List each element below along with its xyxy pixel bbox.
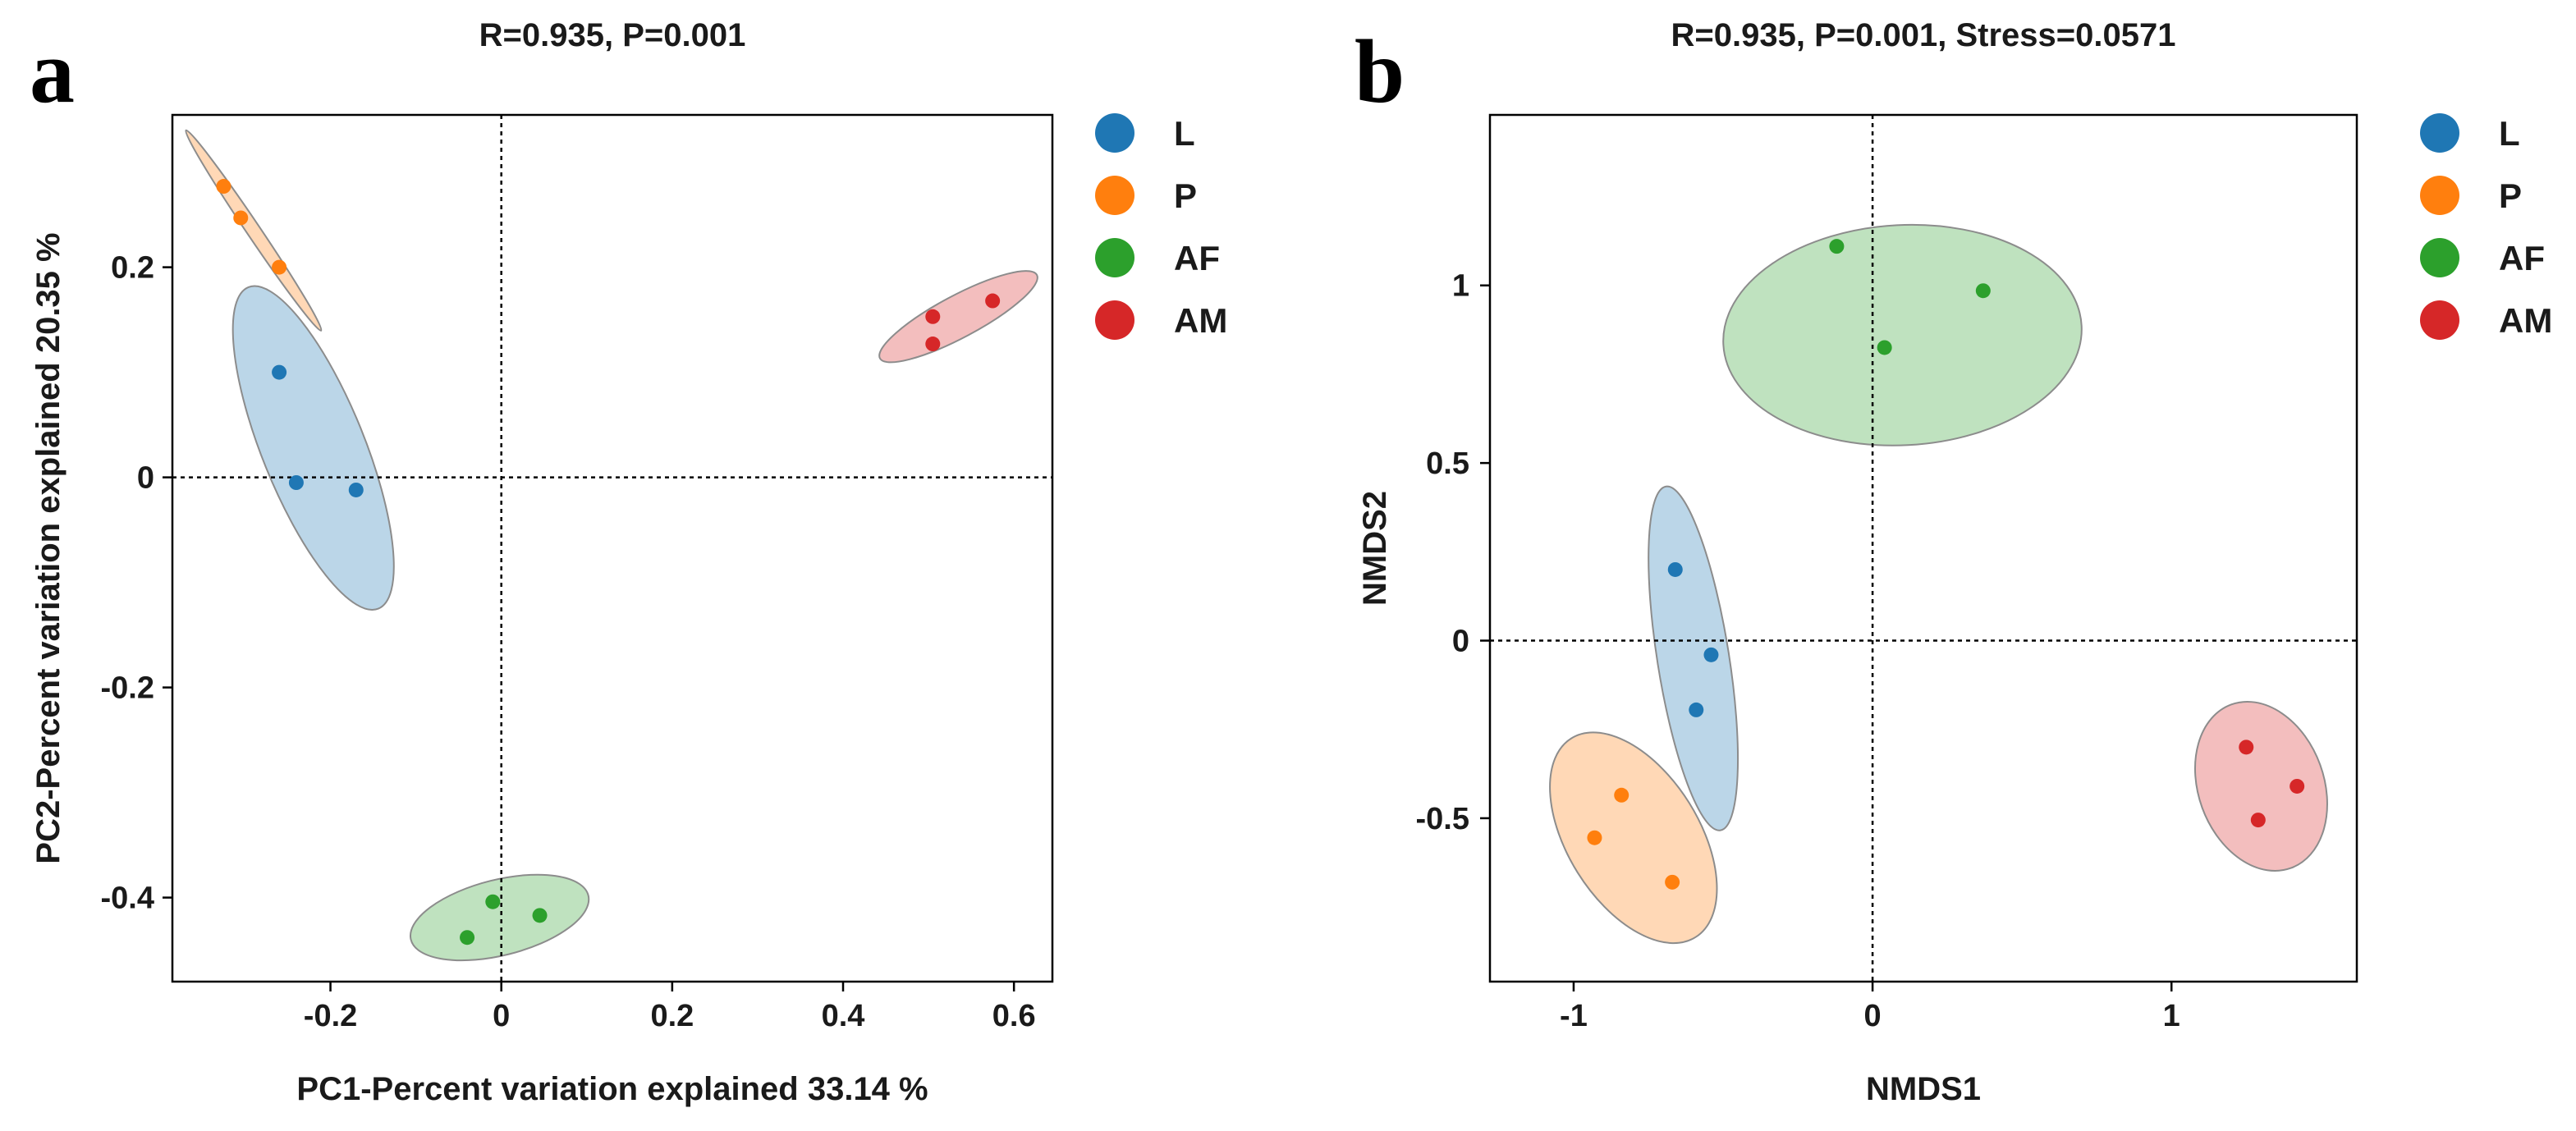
data-point-p	[1587, 830, 1602, 845]
legend-label-l: L	[2499, 114, 2520, 153]
legend-label-af: AF	[2499, 239, 2545, 277]
data-point-l	[272, 364, 287, 380]
legend-label-p: P	[1174, 176, 1197, 215]
y-axis-title: NMDS2	[1357, 491, 1393, 606]
x-tick-label: -0.2	[304, 999, 357, 1033]
confidence-ellipse-am	[2193, 700, 2328, 872]
x-tick-label: 0	[493, 999, 510, 1033]
data-point-am	[2250, 813, 2266, 828]
x-tick-label: 0	[1864, 999, 1882, 1033]
data-point-l	[1667, 561, 1683, 577]
legend-marker-af	[2420, 238, 2459, 277]
data-point-am	[2290, 778, 2305, 794]
y-axis-title: PC2-Percent variation explained 20.35 %	[30, 232, 66, 863]
legend-label-l: L	[1174, 114, 1195, 153]
data-point-af	[532, 908, 548, 923]
legend-marker-p	[1095, 176, 1134, 215]
legend-marker-p	[2420, 176, 2459, 215]
plot-title: R=0.935, P=0.001	[479, 17, 746, 53]
legend-label-p: P	[2499, 176, 2522, 215]
legend-marker-am	[1095, 300, 1134, 340]
data-point-af	[1975, 283, 1991, 299]
data-point-l	[288, 475, 304, 490]
data-point-af	[460, 930, 475, 946]
legend-marker-af	[1095, 238, 1134, 277]
plot-title: R=0.935, P=0.001, Stress=0.0571	[1671, 17, 2176, 53]
data-point-p	[233, 210, 249, 226]
data-point-am	[2239, 740, 2254, 755]
data-point-af	[1829, 239, 1845, 254]
y-tick-label: 0	[137, 461, 154, 496]
confidence-ellipse-l	[231, 285, 395, 611]
y-tick-label: -0.5	[1416, 802, 1469, 836]
data-point-l	[348, 482, 364, 497]
data-point-p	[1614, 787, 1629, 803]
confidence-ellipse-af	[409, 873, 590, 962]
panel-b-nmds-plot: b R=0.935, P=0.001, Stress=0.0571 -1 0 1 -0.5…	[1354, 17, 2552, 1107]
data-point-l	[1703, 647, 1719, 662]
data-point-l	[1689, 702, 1704, 717]
data-point-p	[216, 179, 231, 195]
x-tick-label: -1	[1560, 999, 1588, 1033]
data-point-af	[485, 894, 501, 909]
legend-marker-l	[2420, 113, 2459, 153]
data-point-am	[925, 309, 941, 324]
legend-label-am: AM	[2499, 301, 2552, 340]
panel-label: a	[30, 21, 75, 121]
y-tick-label: -0.2	[101, 671, 154, 706]
plot-frame	[171, 113, 1054, 983]
y-tick-label: -0.4	[101, 881, 154, 916]
data-point-am	[985, 293, 1001, 309]
data-point-p	[272, 259, 287, 275]
x-tick-label: 1	[2163, 999, 2180, 1033]
x-axis-title: PC1-Percent variation explained 33.14 %	[296, 1071, 928, 1107]
confidence-ellipse-p	[1549, 731, 1718, 945]
x-tick-label: 0.6	[992, 999, 1036, 1033]
y-tick-label: 0.2	[111, 251, 154, 286]
y-tick-label: 0.5	[1426, 446, 1469, 481]
data-point-am	[925, 337, 941, 352]
legend-label-am: AM	[1174, 301, 1227, 340]
y-tick-label: 1	[1452, 269, 1469, 304]
panel-a-pcoa-plot: a R=0.935, P=0.001 -0.2 0 0.2 0.4 0.6 -0.4 -0.2 0…	[30, 17, 1227, 1107]
panel-label: b	[1354, 21, 1405, 121]
y-tick-label: 0	[1452, 625, 1469, 659]
confidence-ellipse-af	[1722, 223, 2083, 446]
data-point-af	[1877, 340, 1892, 355]
data-point-p	[1665, 874, 1680, 890]
x-tick-label: 0.2	[650, 999, 694, 1033]
confidence-ellipse-am	[878, 270, 1038, 364]
x-axis-title: NMDS1	[1866, 1071, 1981, 1107]
legend-marker-l	[1095, 113, 1134, 153]
legend-label-af: AF	[1174, 239, 1220, 277]
plot-frame	[1488, 113, 2358, 983]
x-tick-label: 0.4	[822, 999, 865, 1033]
legend-marker-am	[2420, 300, 2459, 340]
